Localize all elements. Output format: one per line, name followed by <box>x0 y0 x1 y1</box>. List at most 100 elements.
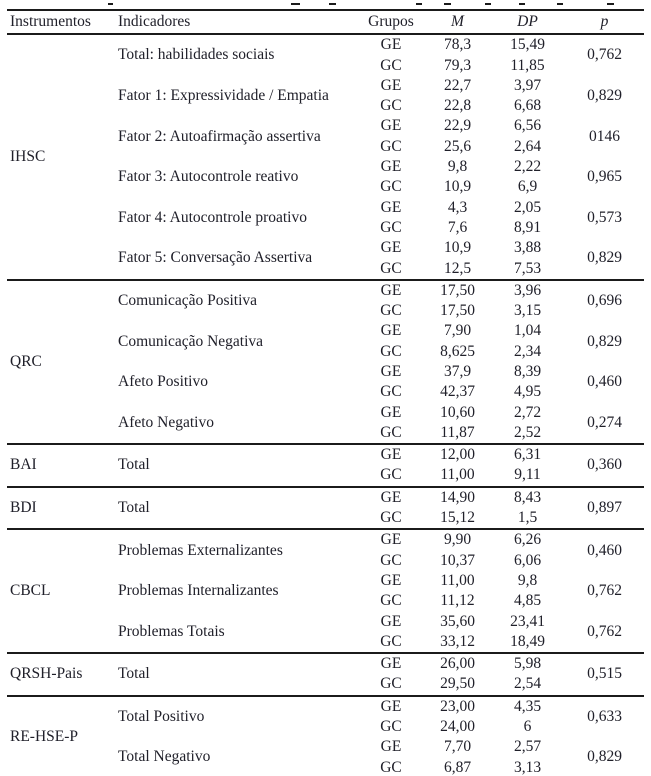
cell-indicator: Fator 3: Autocontrole reativo <box>118 168 299 186</box>
cell-dp: 6,9 <box>517 178 538 196</box>
cell-m: 24,00 <box>440 718 475 736</box>
cell-dp: 15,49 <box>510 36 545 54</box>
table-row: GC 11,00 9,11 <box>7 465 644 486</box>
cell-dp: 2,52 <box>513 423 542 441</box>
cell-m: 10,60 <box>440 403 475 421</box>
cell-dp: 2,64 <box>513 137 542 155</box>
cell-group: GC <box>380 509 402 527</box>
cell-dp: 2,22 <box>513 158 542 176</box>
cell-dp: 3,97 <box>513 76 542 94</box>
cell-m: 17,50 <box>440 302 475 320</box>
cell-group: GE <box>357 442 425 466</box>
col-header-instrumentos: Instrumentos <box>7 10 110 35</box>
cell-m: 10,9 <box>443 178 472 196</box>
cell-p: 0,897 <box>565 485 644 530</box>
cell-p: 0,965 <box>587 168 622 186</box>
cell-dp: 11,85 <box>510 56 545 74</box>
cell-group: GC <box>380 551 402 569</box>
cell-m: 4,3 <box>447 198 468 216</box>
cell-dp: 2,54 <box>513 675 542 693</box>
cell-indicator: Afeto Positivo <box>118 373 208 391</box>
table-body: IHSC Total: habilidades sociais GE 78,3 15,4… <box>7 34 644 776</box>
table-row: IHSC Total: habilidades sociais GE 78,3 15,4… <box>7 34 644 165</box>
table-row: GC 42,37 4,95 <box>7 382 644 402</box>
cell-group: GC <box>380 218 402 236</box>
cell-p: 0,762 <box>587 46 622 64</box>
cell-m: 12,00 <box>425 442 490 466</box>
table-row: GC 12,5 7,53 <box>7 258 644 279</box>
cell-dp: 3,96 <box>490 278 565 301</box>
cell-m: 7,90 <box>443 322 472 340</box>
cell-m: 15,12 <box>440 509 475 527</box>
table-row: GC 11,87 2,52 <box>7 423 644 444</box>
cell-instrument: BAI <box>7 442 110 487</box>
cell-dp: 3,15 <box>513 302 542 320</box>
cell-group: GC <box>380 56 402 74</box>
cell-indicator: Fator 5: Conversação Assertiva <box>118 249 313 267</box>
cell-indicator: Fator 2: Autoafirmação assertiva <box>118 127 321 145</box>
cell-p: 0146 <box>589 127 620 145</box>
cell-m: 25,6 <box>443 137 472 155</box>
cell-group: GC <box>380 675 402 693</box>
cell-m: 23,00 <box>425 694 490 717</box>
table-row: GC 11,12 4,85 <box>7 591 644 611</box>
cell-group: GE <box>357 278 425 301</box>
cell-dp: 2,57 <box>513 738 542 756</box>
cell-p: 0,829 <box>587 249 622 267</box>
cell-group: GE <box>380 158 402 176</box>
cell-group: GC <box>380 137 402 155</box>
cell-group: GC <box>380 632 402 650</box>
col-header-indicadores: Indicadores <box>110 10 357 35</box>
table-row: GC 33,12 18,49 <box>7 632 644 653</box>
scan-tick <box>485 3 491 5</box>
col-header-dp: DP <box>490 10 565 35</box>
cell-instrument: QRSH-Pais <box>7 651 110 696</box>
table-row: Fator 3: Autocontrole reativo GE 9,8 2,22 0,… <box>7 157 644 185</box>
cell-dp: 9,11 <box>514 466 541 484</box>
cell-m: 14,90 <box>425 485 490 508</box>
cell-instrument: RE-HSE-P <box>7 694 110 776</box>
table-row: GC 6,87 3,13 <box>7 757 644 776</box>
table-row: GC 10,9 6,9 <box>7 177 644 197</box>
cell-group: GE <box>380 322 402 340</box>
cell-m: 9,90 <box>425 528 490 551</box>
cell-group: GE <box>380 403 402 421</box>
table-row: GC 25,6 2,64 <box>7 136 644 156</box>
cell-m: 11,87 <box>440 423 475 441</box>
table-row: Problemas Internalizantes GE 11,00 9,8 0,762 <box>7 571 644 599</box>
cell-group: GC <box>380 259 402 277</box>
table-row: Comunicação Negativa GE 7,90 1,04 0,829 <box>7 321 644 349</box>
table-row: Problemas Totais GE 35,60 23,41 0,762 <box>7 611 644 640</box>
cell-dp: 3,13 <box>513 758 542 776</box>
statistics-table: Instrumentos Indicadores Grupos M DP p I… <box>7 9 644 776</box>
cell-indicator: Total Positivo <box>110 694 357 738</box>
cell-group: GC <box>380 383 402 401</box>
cell-p: 0,460 <box>565 528 644 571</box>
cell-m: 33,12 <box>440 632 475 650</box>
cell-instrument: QRC <box>7 278 110 444</box>
cell-group: GE <box>380 36 402 54</box>
table-row: BAI Total GE 12,00 6,31 0,360 <box>7 442 644 487</box>
cell-group: GE <box>380 239 402 257</box>
cell-dp: 6,68 <box>513 97 542 115</box>
cell-group: GE <box>357 485 425 508</box>
table-row: Afeto Negativo GE 10,60 2,72 0,274 <box>7 402 644 431</box>
cell-dp: 2,34 <box>513 342 542 360</box>
cell-indicator: Total <box>110 651 357 696</box>
cell-p: 0,573 <box>587 208 622 226</box>
cell-m: 35,60 <box>440 612 475 630</box>
cell-p: 0,515 <box>565 651 644 696</box>
cell-group: GE <box>380 362 402 380</box>
cell-p: 0,829 <box>587 86 622 104</box>
cell-indicator: Afeto Negativo <box>118 413 214 431</box>
col-header-grupos: Grupos <box>357 10 425 35</box>
cell-group: GC <box>380 342 402 360</box>
table-row: GC 79,3 11,85 <box>7 55 644 75</box>
cell-indicator: Fator 4: Autocontrole proativo <box>118 208 307 226</box>
cell-group: GE <box>380 198 402 216</box>
cell-indicator: Comunicação Positiva <box>110 278 357 322</box>
cell-p: 0,633 <box>565 694 644 738</box>
cell-m: 26,00 <box>425 651 490 675</box>
scan-tick <box>329 3 336 5</box>
